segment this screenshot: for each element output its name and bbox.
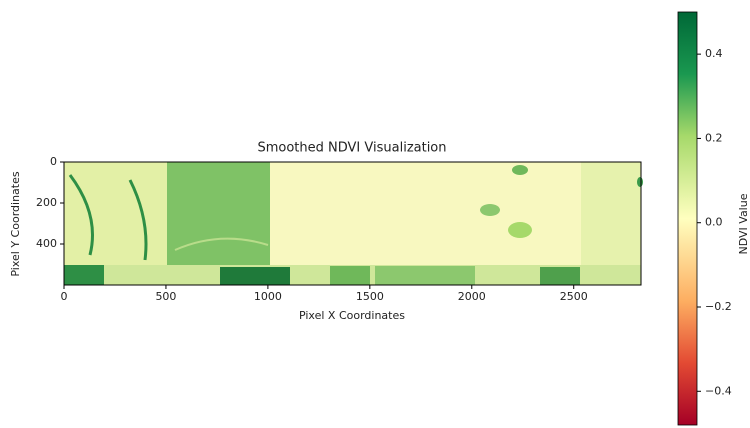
x-tick-label: 2000 [458,290,486,303]
x-axis-label: Pixel X Coordinates [299,309,405,322]
y-axis-label: Pixel Y Coordinates [9,171,22,276]
colorbar-tick-label: −0.4 [705,384,732,397]
y-tick-label: 200 [36,196,57,209]
axes-frame [63,161,642,286]
colorbar-tick-label: −0.2 [705,300,732,313]
chart-title: Smoothed NDVI Visualization [257,141,446,156]
colorbar-tick-label: 0.0 [705,216,723,229]
x-tick-label: 500 [155,290,176,303]
y-tick-label: 400 [36,237,57,250]
x-tick-label: 1000 [254,290,282,303]
x-tick-label: 1500 [356,290,384,303]
y-tick-label: 0 [50,155,57,168]
colorbar-tick-label: 0.4 [705,47,723,60]
colorbar-label: NDVI Value [737,193,750,254]
x-tick-label: 2500 [560,290,588,303]
x-tick-label: 0 [61,290,68,303]
colorbar-tick-label: 0.2 [705,131,723,144]
ndvi-image [64,162,643,285]
colorbar [677,11,698,426]
